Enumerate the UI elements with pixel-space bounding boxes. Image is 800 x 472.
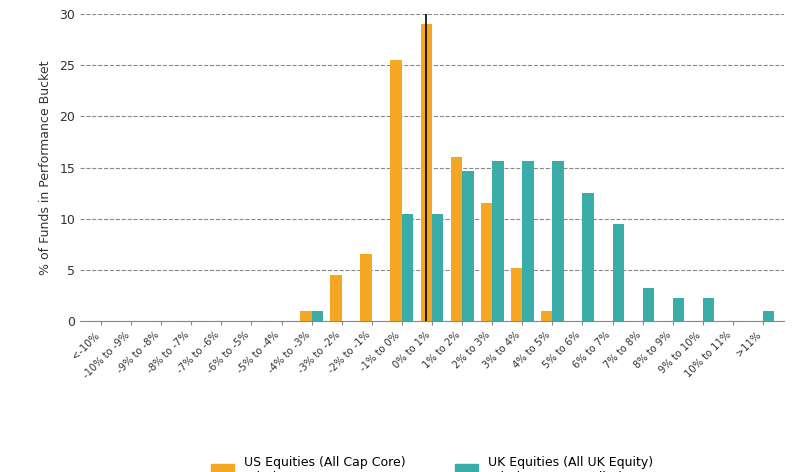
Bar — [330, 275, 342, 321]
Bar — [702, 298, 714, 321]
Bar — [300, 311, 312, 321]
Bar — [360, 254, 372, 321]
Bar — [541, 311, 552, 321]
Bar — [492, 161, 504, 321]
Bar — [421, 25, 432, 321]
Bar — [673, 298, 684, 321]
Bar — [481, 203, 492, 321]
Bar — [763, 311, 774, 321]
Bar — [390, 60, 402, 321]
Bar — [450, 157, 462, 321]
Bar — [613, 224, 624, 321]
Bar — [432, 213, 443, 321]
Bar — [642, 288, 654, 321]
Bar — [552, 161, 564, 321]
Bar — [582, 193, 594, 321]
Bar — [522, 161, 534, 321]
Bar — [462, 171, 474, 321]
Bar — [402, 213, 414, 321]
Legend: US Equities (All Cap Core)
relative to S&P 500, UK Equities (All UK Equity)
rela: US Equities (All Cap Core) relative to S… — [211, 456, 653, 472]
Y-axis label: % of Funds in Performance Bucket: % of Funds in Performance Bucket — [39, 60, 52, 275]
Bar — [511, 268, 522, 321]
Bar — [312, 311, 323, 321]
